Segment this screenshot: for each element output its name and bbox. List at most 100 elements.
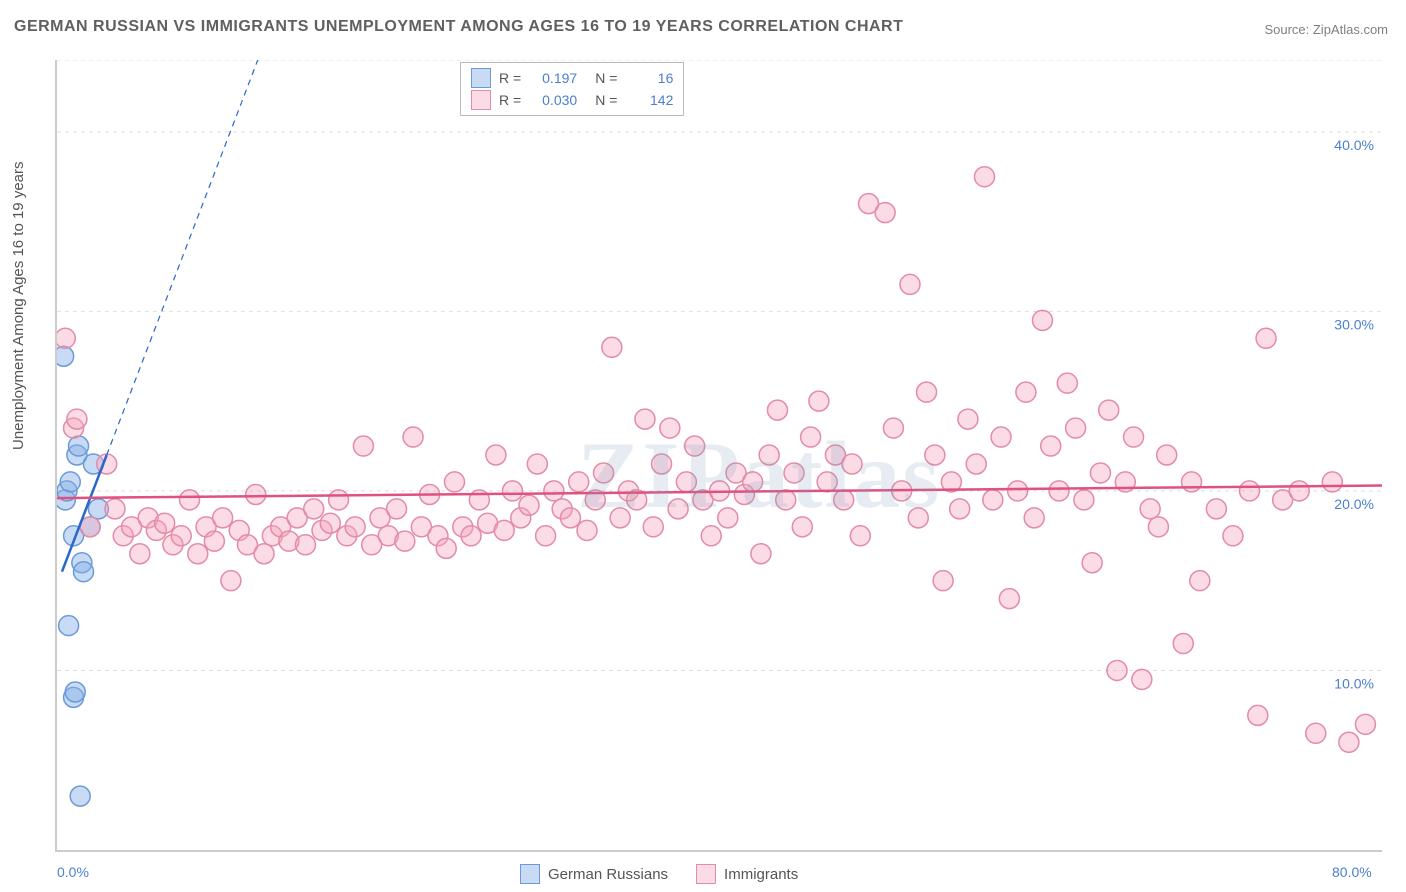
legend-n-value: 16	[625, 70, 673, 86]
x-tick-label: 0.0%	[57, 864, 89, 880]
data-point	[204, 531, 224, 551]
data-point	[875, 203, 895, 223]
data-point	[610, 508, 630, 528]
data-point	[917, 382, 937, 402]
data-point	[776, 490, 796, 510]
data-point	[188, 544, 208, 564]
y-tick-label: 10.0%	[1334, 675, 1374, 691]
data-point	[701, 526, 721, 546]
data-point	[602, 337, 622, 357]
data-point	[171, 526, 191, 546]
data-point	[1223, 526, 1243, 546]
data-point	[660, 418, 680, 438]
legend-stats-row: R =0.197N =16	[471, 67, 673, 89]
data-point	[1057, 373, 1077, 393]
data-point	[817, 472, 837, 492]
data-point	[569, 472, 589, 492]
data-point	[1355, 714, 1375, 734]
data-point	[676, 472, 696, 492]
legend-series-label: Immigrants	[724, 866, 798, 883]
x-tick-label: 80.0%	[1332, 864, 1372, 880]
data-point	[502, 481, 522, 501]
data-point	[560, 508, 580, 528]
data-point	[594, 463, 614, 483]
data-point	[900, 274, 920, 294]
data-point	[1190, 571, 1210, 591]
data-point	[1339, 732, 1359, 752]
y-axis-title: Unemployment Among Ages 16 to 19 years	[10, 161, 27, 450]
data-point	[254, 544, 274, 564]
legend-n-label: N =	[595, 70, 617, 86]
data-point	[1148, 517, 1168, 537]
data-point	[329, 490, 349, 510]
data-point	[883, 418, 903, 438]
data-point	[1016, 382, 1036, 402]
data-point	[950, 499, 970, 519]
data-point	[105, 499, 125, 519]
data-point	[1182, 472, 1202, 492]
source-attribution: Source: ZipAtlas.com	[1264, 22, 1388, 37]
data-point	[1173, 634, 1193, 654]
data-point	[1090, 463, 1110, 483]
data-point	[320, 513, 340, 533]
legend-n-label: N =	[595, 92, 617, 108]
data-point	[1256, 328, 1276, 348]
legend-r-value: 0.197	[529, 70, 577, 86]
data-point	[59, 616, 79, 636]
data-point	[1049, 481, 1069, 501]
data-point	[60, 472, 80, 492]
data-point	[1306, 723, 1326, 743]
data-point	[403, 427, 423, 447]
data-point	[57, 346, 74, 366]
legend-stats-row: R =0.030N =142	[471, 89, 673, 111]
data-point	[57, 328, 75, 348]
data-point	[1008, 481, 1028, 501]
data-point	[685, 436, 705, 456]
chart-title: GERMAN RUSSIAN VS IMMIGRANTS UNEMPLOYMEN…	[14, 18, 903, 36]
data-point	[213, 508, 233, 528]
data-point	[155, 513, 175, 533]
data-point	[966, 454, 986, 474]
data-point	[180, 490, 200, 510]
data-point	[130, 544, 150, 564]
trend-line-extrapolated	[107, 60, 389, 455]
data-point	[345, 517, 365, 537]
data-point	[1066, 418, 1086, 438]
data-point	[809, 391, 829, 411]
data-point	[486, 445, 506, 465]
data-point	[643, 517, 663, 537]
data-point	[221, 571, 241, 591]
data-point	[527, 454, 547, 474]
data-point	[975, 167, 995, 187]
data-point	[751, 544, 771, 564]
data-point	[69, 436, 89, 456]
legend-swatch	[471, 68, 491, 88]
data-point	[1289, 481, 1309, 501]
data-point	[445, 472, 465, 492]
legend-swatch	[696, 864, 716, 884]
data-point	[652, 454, 672, 474]
legend-stats: R =0.197N =16R =0.030N =142	[460, 62, 684, 116]
data-point	[1041, 436, 1061, 456]
data-point	[933, 571, 953, 591]
data-point	[842, 454, 862, 474]
data-point	[983, 490, 1003, 510]
data-point	[1132, 669, 1152, 689]
data-point	[718, 508, 738, 528]
data-point	[1124, 427, 1144, 447]
data-point	[792, 517, 812, 537]
data-point	[801, 427, 821, 447]
data-point	[1032, 310, 1052, 330]
data-point	[1248, 705, 1268, 725]
y-tick-label: 40.0%	[1334, 137, 1374, 153]
plot-area: ZIPatlas 10.0%20.0%30.0%40.0% 0.0%80.0%	[55, 60, 1382, 852]
data-point	[1206, 499, 1226, 519]
data-point	[1157, 445, 1177, 465]
data-point	[353, 436, 373, 456]
data-point	[519, 495, 539, 515]
data-point	[67, 409, 87, 429]
data-point	[743, 472, 763, 492]
data-point	[1107, 660, 1127, 680]
data-point	[577, 520, 597, 540]
data-point	[304, 499, 324, 519]
